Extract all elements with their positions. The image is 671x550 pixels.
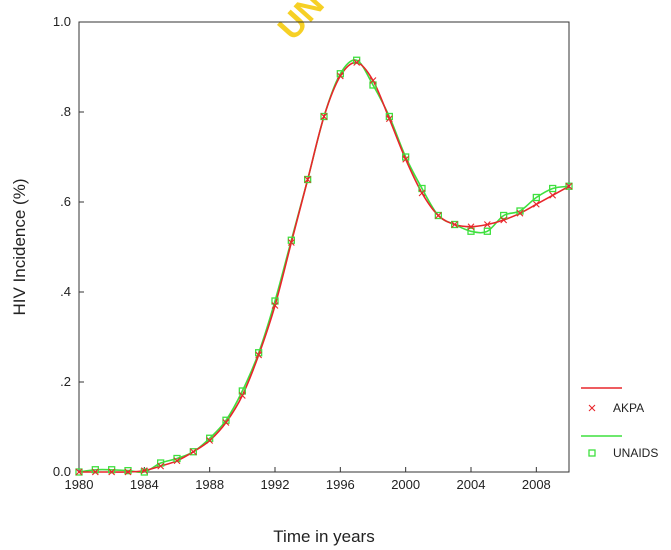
data-point-akpa [549, 191, 557, 199]
data-point-akpa [255, 351, 263, 359]
series-line-akpa [79, 61, 570, 473]
data-point-akpa [565, 182, 573, 190]
legend-label-akpa: AKPA [613, 401, 644, 415]
data-point-akpa [124, 468, 132, 476]
x-tick-label: 1980 [65, 477, 94, 492]
data-point-akpa [418, 189, 426, 197]
data-point-akpa [189, 448, 197, 456]
legend-marker-akpa [588, 404, 596, 412]
data-point-akpa [434, 212, 442, 219]
x-tick-label: 1984 [130, 477, 159, 492]
data-point-unaids [124, 466, 132, 475]
data-point-akpa [206, 437, 214, 444]
plot-frame [78, 21, 570, 473]
data-point-unaids [434, 211, 442, 220]
data-point-unaids [238, 387, 246, 395]
data-point-akpa [108, 468, 116, 476]
data-point-unaids [271, 297, 279, 305]
data-point-akpa [157, 462, 165, 470]
data-point-unaids [304, 175, 312, 184]
watermark-text: UN [271, 0, 332, 47]
data-point-unaids [565, 182, 573, 190]
y-tick-label: 1.0 [53, 14, 71, 29]
y-tick-label: .6 [60, 194, 71, 209]
data-point-akpa [173, 457, 181, 465]
data-point-akpa [385, 115, 393, 123]
y-tick-label: .4 [60, 284, 71, 299]
data-point-akpa [320, 113, 328, 120]
data-point-unaids [140, 468, 148, 476]
data-point-akpa [516, 209, 524, 217]
legend-label-unaids: UNAIDS [613, 446, 658, 460]
y-axis-title: HIV Incidence (%) [10, 179, 29, 316]
data-point-unaids [549, 184, 557, 193]
data-point-akpa [532, 200, 540, 208]
data-point-unaids [369, 81, 377, 89]
data-point-unaids [189, 448, 197, 456]
y-tick-label: .2 [60, 374, 71, 389]
legend-marker-unaids [588, 449, 596, 457]
data-point-unaids [320, 112, 328, 121]
x-tick-label: 1996 [326, 477, 355, 492]
data-point-akpa [336, 72, 344, 80]
series-line-unaids [78, 59, 570, 474]
data-point-unaids [75, 468, 83, 476]
x-tick-label: 2000 [391, 477, 420, 492]
data-point-akpa [75, 468, 83, 476]
x-tick-label: 1988 [195, 477, 224, 492]
data-point-unaids [483, 227, 491, 235]
x-axis-title: Time in years [273, 527, 374, 546]
data-point-unaids [467, 227, 475, 235]
data-point-unaids [451, 220, 459, 229]
data-point-akpa [287, 239, 295, 246]
legend: AKPA UNAIDS [581, 387, 658, 460]
data-point-akpa [238, 392, 246, 399]
data-point-akpa [353, 59, 361, 66]
data-point-unaids [418, 184, 426, 193]
data-point-akpa [451, 221, 459, 228]
y-tick-label: 0.0 [53, 464, 71, 479]
data-point-akpa [304, 176, 312, 183]
data-point-unaids [532, 193, 540, 202]
x-tick-label: 2008 [522, 477, 551, 492]
data-point-akpa [271, 302, 279, 309]
data-point-akpa [140, 467, 148, 475]
data-point-akpa [467, 223, 475, 231]
data-point-akpa [500, 216, 508, 224]
x-tick-label: 2004 [457, 477, 486, 492]
data-point-akpa [402, 155, 410, 163]
x-tick-label: 1992 [261, 477, 290, 492]
data-point-unaids [500, 211, 508, 220]
data-point-akpa [91, 468, 99, 476]
data-point-akpa [222, 419, 230, 426]
data-point-akpa [483, 221, 491, 228]
data-point-akpa [369, 77, 377, 84]
y-tick-label: .8 [60, 104, 71, 119]
